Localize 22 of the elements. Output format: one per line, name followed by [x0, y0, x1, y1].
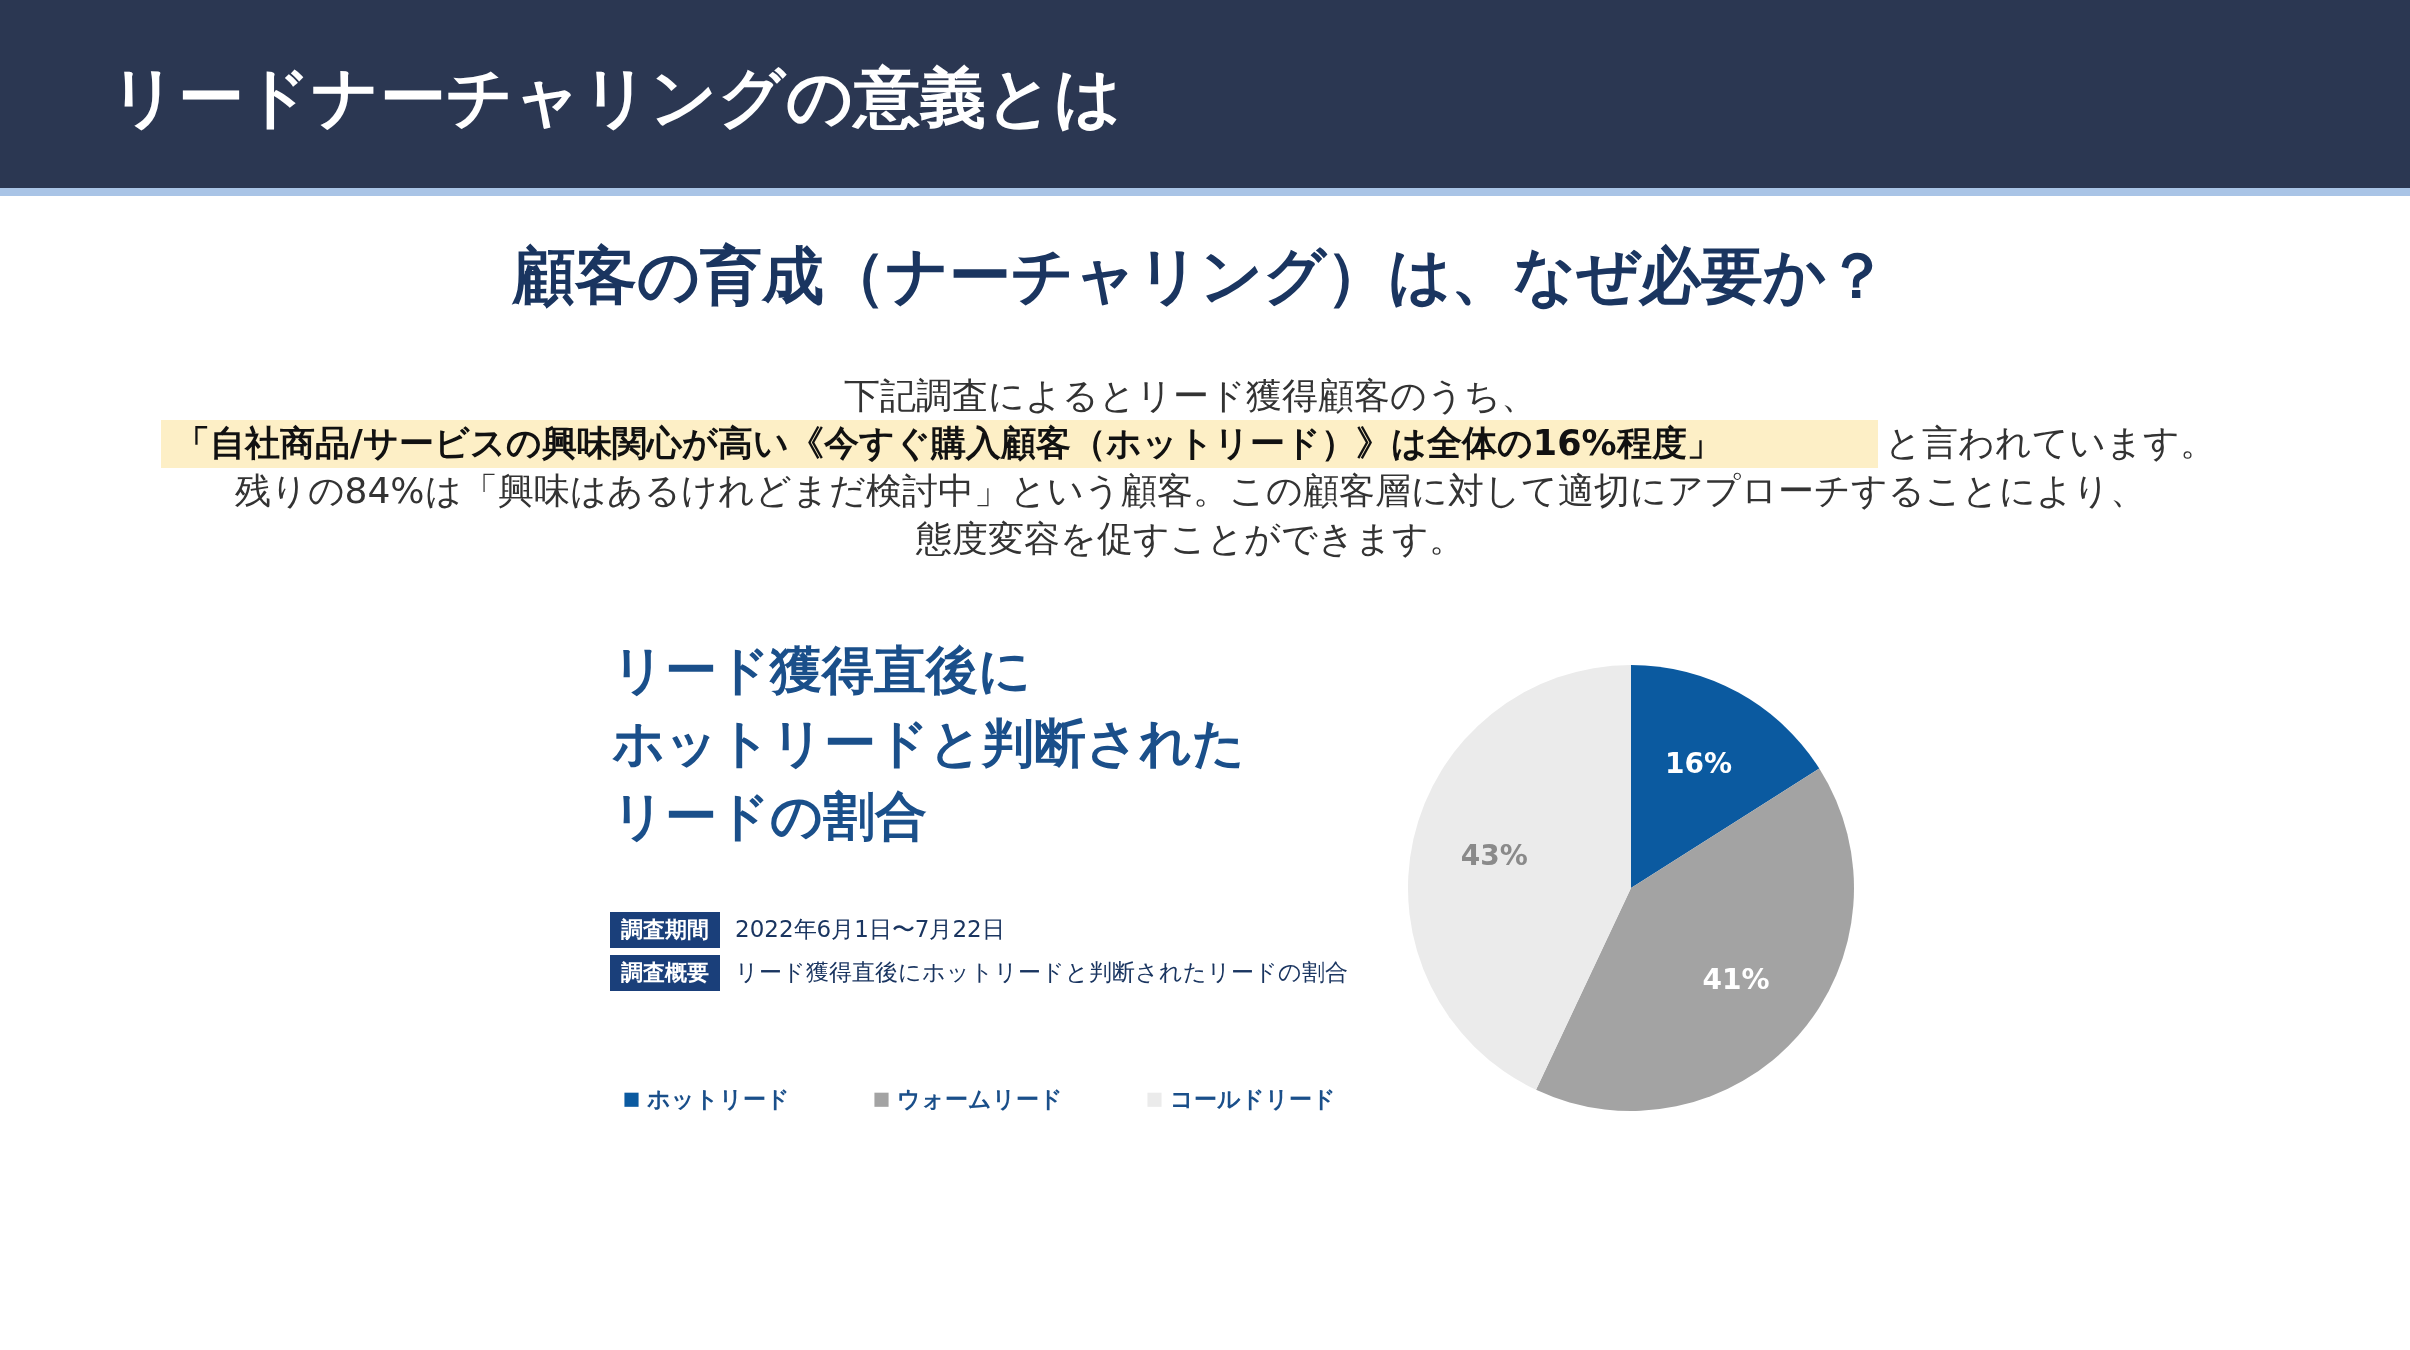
data-label: 16% [1664, 747, 1732, 781]
text: 調査概要 [621, 960, 709, 985]
legend-label: ウォームリード [897, 1085, 1063, 1112]
text: ホットリードと判断された [612, 713, 1245, 773]
chart-subtitle: 顧客の育成（ナーチャリング）は、なぜ必要か？ [510, 239, 1888, 312]
text: 調査期間 [621, 917, 709, 942]
pie-slice [1408, 665, 1631, 1090]
data-label: 41% [1702, 962, 1770, 996]
text: リードの割合 [612, 786, 927, 846]
legend-label: コールドリード [1170, 1085, 1336, 1112]
text: と言われています。 [1885, 422, 2216, 463]
text: 下記調査によるとリード獲得顧客のうち、 [843, 375, 1537, 416]
text: 2022年6月1日〜7月22日 [735, 916, 1005, 942]
chart-title: リードナーチャリングの意義とは [110, 59, 1122, 136]
data-label: 43% [1460, 839, 1528, 873]
pie-slice [1631, 665, 1820, 888]
text: 残りの84%は「興味はあるけれどまだ検討中」という顧客。この顧客層に対して適切にアプローチすることにより、 [234, 470, 2146, 511]
legend-label: ホットリード [646, 1085, 790, 1112]
text: 「自社商品/サービスの興味関心が高い《今すぐ購入顧客（ホットリード）》は全体の16%程度」 [175, 423, 1722, 463]
text: リード獲得直後に [612, 640, 1031, 700]
text: リード獲得直後にホットリードと判断されたリードの割合 [735, 959, 1348, 985]
text: 態度変容を促すことができます。 [914, 518, 1465, 559]
